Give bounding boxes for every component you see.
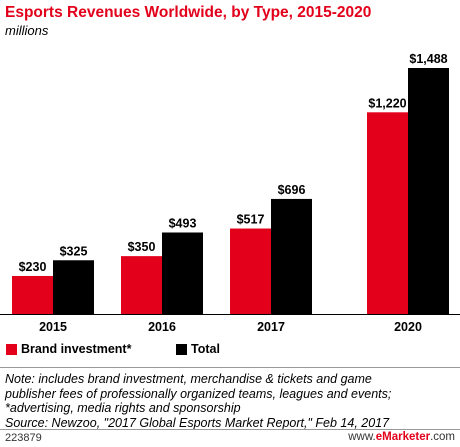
data-label-total-2015: $325 [60, 244, 88, 258]
chart-id: 223879 [5, 432, 42, 444]
bar-total-2015 [53, 260, 94, 314]
data-label-total-2017: $696 [278, 183, 306, 197]
bar-brand-2020 [367, 112, 408, 314]
chart-subtitle: millions [5, 23, 49, 38]
data-label-total-2020: $1,488 [409, 52, 447, 66]
bar-brand-2016 [121, 256, 162, 314]
x-tick-label-2017: 2017 [257, 320, 285, 334]
legend-swatch-brand [6, 343, 17, 355]
footer-divider [0, 429, 460, 430]
bar-brand-2015 [12, 275, 53, 314]
legend-label-brand: Brand investment* [21, 342, 132, 356]
legend-label-total: Total [191, 342, 220, 356]
bar-total-2016 [162, 232, 203, 314]
note-line: Note: includes brand investment, merchan… [5, 372, 372, 386]
data-label-brand-2016: $350 [128, 240, 156, 254]
legend-swatch-total [176, 343, 187, 355]
legend-item-brand-investment: Brand investment* [6, 342, 131, 356]
chart-notes: Note: includes brand investment, merchan… [5, 372, 391, 430]
data-label-brand-2015: $230 [19, 260, 47, 274]
data-label-brand-2020: $1,220 [368, 96, 406, 110]
chart-title: Esports Revenues Worldwide, by Type, 201… [5, 4, 372, 21]
bar-total-2017 [271, 198, 312, 314]
legend-item-total: Total [176, 342, 220, 356]
data-label-total-2016: $493 [169, 216, 197, 230]
bar-brand-2017 [230, 228, 271, 314]
source-line: Source: Newzoo, "2017 Global Esports Mar… [5, 415, 390, 430]
note-line: *advertising, media rights and sponsorsh… [5, 401, 241, 415]
x-tick-label-2015: 2015 [39, 320, 67, 334]
data-label-brand-2017: $517 [237, 213, 265, 227]
emarketer-link[interactable]: www.eMarketer.com [348, 431, 455, 443]
x-tick-label-2016: 2016 [148, 320, 176, 334]
bar-chart: $230 $325 2015 $350 $493 2016 $517 $696 2017 $1,2… [0, 52, 460, 334]
notes-divider [0, 367, 460, 368]
bar-total-2020 [408, 68, 449, 314]
x-tick-label-2020: 2020 [394, 320, 422, 334]
note-line: publisher fees of professionally organiz… [5, 386, 392, 401]
